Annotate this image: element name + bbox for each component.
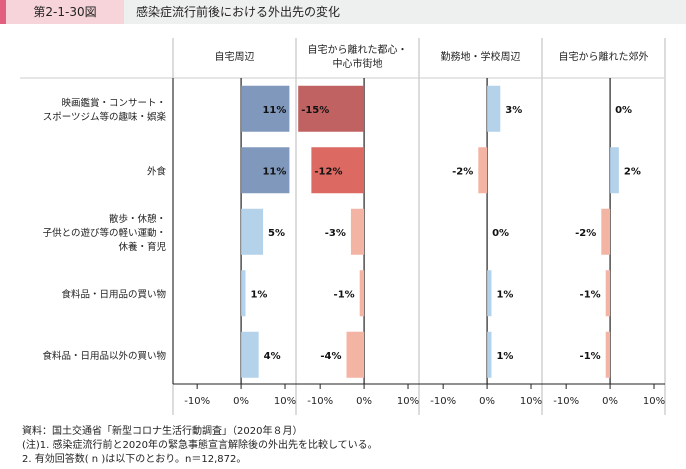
data-label: -2% [452,166,473,177]
data-label: -4% [320,351,341,362]
bar [610,147,619,194]
bar [241,331,259,378]
bar [601,208,611,255]
bar [241,208,264,255]
x-tick-label: 10% [520,396,542,407]
data-label: 0% [492,228,509,239]
note-2: 2. 有効回答数( n )は以下のとおり。n＝12,872。 [22,454,247,465]
x-tick-label: 0% [233,396,249,407]
source-note: 資料：国土交通省「新型コロナ生活行動調査」（2020年８月） [22,426,303,437]
accent-bar [0,0,6,24]
bar [359,270,365,317]
data-label: -12% [314,166,342,177]
note-1: (注)1. 感染症流行前と2020年の緊急事態宣言解除後の外出先を比較している。 [22,440,378,451]
figure-title: 感染症流行前後における外出先の変化 [136,5,341,19]
x-tick-label: -10% [553,396,579,407]
data-label: 11% [262,166,286,177]
data-label: 5% [268,228,285,239]
bar [346,331,365,378]
x-tick-label: -10% [430,396,456,407]
notes: 資料：国土交通省「新型コロナ生活行動調査」（2020年８月） (注)1. 感染症… [22,425,378,467]
figure-header: 第2-1-30図 感染症流行前後における外出先の変化 [0,0,686,24]
x-tick-label: -10% [307,396,333,407]
x-tick-label: 10% [397,396,419,407]
data-label: -1% [580,351,601,362]
category-label: 子供との遊び等の軽い運動・ [43,227,166,239]
bar [487,85,501,132]
bar [605,331,611,378]
panel-title: 自宅から離れた郊外 [559,50,649,63]
data-label: -15% [301,105,329,116]
panel-title: 勤務地・学校周辺 [441,50,521,63]
category-label: 散歩・休憩・ [109,213,166,225]
data-label: -1% [580,289,601,300]
panel-title: 中心市街地 [333,57,383,70]
x-tick-label: -10% [184,396,210,407]
x-tick-label: 0% [602,396,618,407]
x-tick-label: 0% [479,396,495,407]
bar [241,147,290,194]
bar [478,147,488,194]
bar [605,270,611,317]
bar [487,270,492,317]
bar [241,270,246,317]
data-label: 3% [505,105,522,116]
bar [311,147,365,194]
data-label: -1% [334,289,355,300]
data-label: 2% [624,166,641,177]
bar [241,85,290,132]
category-label: 休養・育児 [118,241,166,253]
category-label: 食料品・日用品以外の買い物 [42,350,166,362]
category-label: 外食 [147,165,167,177]
data-label: 4% [264,351,281,362]
category-label: 映画鑑賞・コンサート・ [61,97,166,109]
data-label: 1% [496,351,513,362]
chart: 自宅周辺 -10% 0% 10% 自宅から離れた都心・中心市街地 -10% 0% 10% 勤務地… [20,38,666,415]
figure-number: 第2-1-30図 [6,0,124,24]
category-label: 食料品・日用品の買い物 [61,288,166,300]
x-tick-label: 0% [356,396,372,407]
category-label: スポーツジム等の趣味・娯楽 [43,111,167,123]
panel-title: 自宅から離れた都心・ [308,43,408,56]
bar [487,331,492,378]
data-label: -2% [575,228,596,239]
x-tick-label: 10% [274,396,296,407]
data-label: 1% [250,289,267,300]
data-label: 0% [615,105,632,116]
panel-title: 自宅周辺 [215,50,255,63]
data-label: 11% [262,105,286,116]
bar [298,85,365,132]
x-tick-label: 10% [643,396,665,407]
data-label: -3% [325,228,346,239]
bar [350,208,365,255]
data-label: 1% [496,289,513,300]
